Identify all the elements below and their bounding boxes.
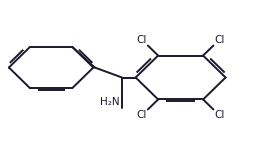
Text: Cl: Cl (215, 110, 225, 120)
Text: Cl: Cl (215, 35, 225, 45)
Text: H₂N: H₂N (100, 97, 120, 107)
Text: Cl: Cl (136, 35, 147, 45)
Text: Cl: Cl (136, 110, 147, 120)
